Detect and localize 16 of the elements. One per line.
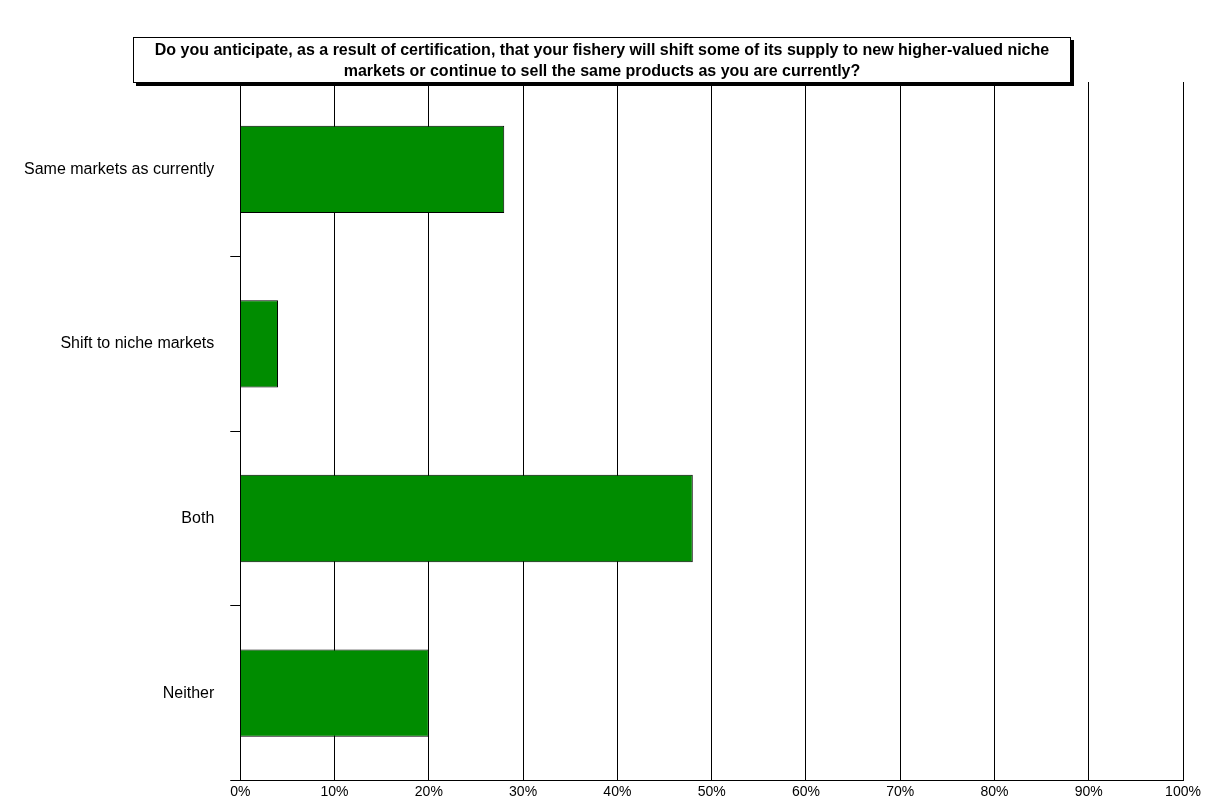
y-tick-label: Both (181, 508, 215, 526)
x-tick-label: 100% (1165, 782, 1201, 799)
y-tick-label: Shift to niche markets (60, 334, 215, 352)
x-tick-label: 50% (697, 782, 726, 799)
x-tick-label: 80% (980, 782, 1009, 799)
x-tick-label: 60% (791, 782, 820, 799)
y-tick-label: Neither (162, 683, 215, 701)
x-tick-label: 70% (886, 782, 915, 799)
y-tick-label: Same markets as currently (24, 159, 215, 177)
x-tick-label: 0% (230, 782, 251, 799)
x-tick-label: 90% (1074, 782, 1103, 799)
x-tick-label: 20% (414, 782, 443, 799)
x-tick-label: 40% (603, 782, 632, 799)
chart-title: Do you anticipate, as a result of certification, that your fishery will shift some of its supply to new higher-valued niche markets or continue to sell the same products as you are currently? (133, 37, 1071, 83)
x-tick-label: 30% (509, 782, 538, 799)
x-tick-label: 10% (320, 782, 349, 799)
